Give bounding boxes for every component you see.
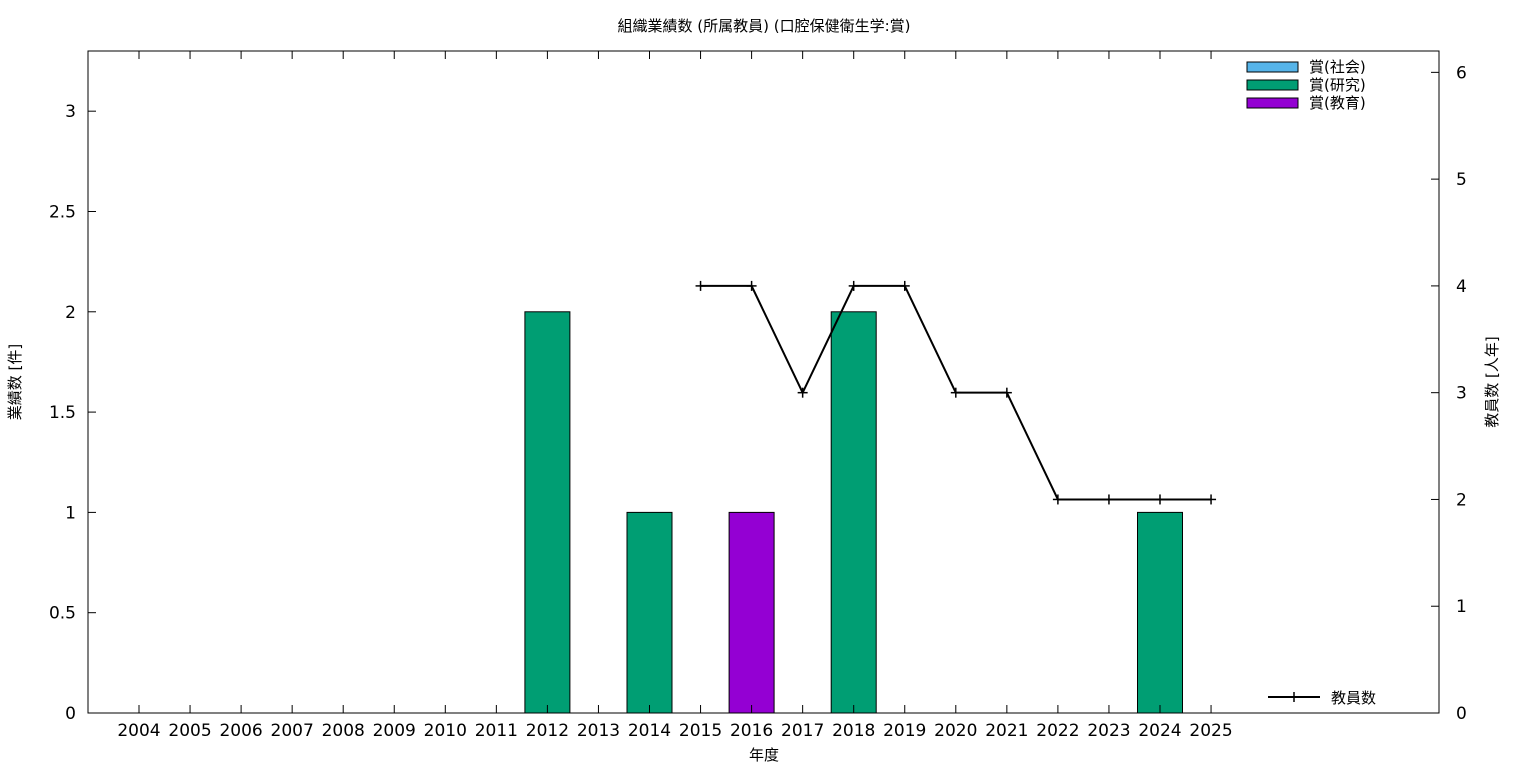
teacher-count-point-2024 xyxy=(1155,494,1165,505)
y2-tick-label: 3 xyxy=(1456,384,1467,404)
teacher-count-point-2015 xyxy=(695,280,706,291)
x-tick-label: 2010 xyxy=(424,721,467,741)
y-tick-label: 3 xyxy=(65,102,76,122)
x-tick-label: 2005 xyxy=(168,721,211,741)
x-tick-label: 2013 xyxy=(577,721,620,741)
y-tick-label: 1.5 xyxy=(49,403,76,423)
x-tick-label: 2020 xyxy=(934,721,977,741)
ticks-layer: 0 0.5 1 1.5 2 2.5 3 0 1 2 3 4 5 6 2004 2005 2006 2007 2008… xyxy=(49,51,1467,741)
legend-label-2: 賞(教育) xyxy=(1309,94,1366,112)
y-tick-label: 2 xyxy=(65,303,76,323)
bar-2012-series-1 xyxy=(524,311,571,714)
y2-tick-label: 2 xyxy=(1456,490,1467,510)
legend-line-label: 教員数 xyxy=(1331,689,1376,707)
x-tick-label: 2004 xyxy=(117,721,160,741)
y-tick-label: 0.5 xyxy=(49,604,76,624)
x-tick-label: 2018 xyxy=(832,721,875,741)
x-tick-label: 2006 xyxy=(219,721,262,741)
bar-2016-series-2 xyxy=(728,511,775,714)
x-tick-label: 2009 xyxy=(373,721,416,741)
y-tick-label: 1 xyxy=(65,503,76,523)
chart-title: 組織業績数 (所属教員) (口腔保健衛生学:賞) xyxy=(618,17,911,35)
teacher-count-line-layer xyxy=(695,280,1217,505)
teacher-count-point-2020 xyxy=(950,387,961,398)
x-tick-label: 2008 xyxy=(322,721,365,741)
x-tick-label: 2023 xyxy=(1087,721,1130,741)
bar-2014-series-1 xyxy=(626,511,673,714)
x-tick-label: 2024 xyxy=(1138,721,1181,741)
x-tick-label: 2014 xyxy=(628,721,671,741)
y-tick-label: 2.5 xyxy=(49,202,76,222)
teacher-count-point-2025 xyxy=(1206,494,1217,505)
legend-label-0: 賞(社会) xyxy=(1309,58,1366,76)
x-tick-label: 2011 xyxy=(475,721,518,741)
bar-2024-series-1 xyxy=(1137,511,1183,714)
teacher-count-point-2016 xyxy=(746,280,757,291)
y2-tick-label: 1 xyxy=(1456,597,1467,617)
legend: 賞(社会)賞(研究)賞(教育) 教員数 xyxy=(1246,58,1376,707)
bars-layer xyxy=(524,311,1183,714)
y2-tick-label: 0 xyxy=(1456,704,1467,724)
y2-tick-label: 4 xyxy=(1456,277,1467,297)
y-axis-title: 業績数 [件] xyxy=(6,344,24,420)
y2-axis-title: 教員数 [人年] xyxy=(1483,336,1501,427)
x-tick-label: 2015 xyxy=(679,721,722,741)
x-tick-label: 2012 xyxy=(526,721,569,741)
y2-tick-label: 5 xyxy=(1456,170,1467,190)
teacher-count-point-2018 xyxy=(848,280,859,291)
teacher-count-point-2023 xyxy=(1103,494,1114,505)
bar-2018-series-1 xyxy=(830,311,877,714)
x-tick-label: 2021 xyxy=(985,721,1028,741)
teacher-count-point-2017 xyxy=(797,387,808,398)
x-tick-label: 2025 xyxy=(1189,721,1232,741)
legend-swatch-0 xyxy=(1246,61,1299,73)
y2-tick-label: 6 xyxy=(1456,63,1467,83)
x-tick-label: 2019 xyxy=(883,721,926,741)
teacher-count-point-2022 xyxy=(1052,494,1063,505)
y-tick-label: 0 xyxy=(65,704,76,724)
legend-swatch-1 xyxy=(1246,79,1299,91)
x-axis-title: 年度 xyxy=(749,746,779,764)
x-tick-label: 2022 xyxy=(1036,721,1079,741)
x-tick-label: 2017 xyxy=(781,721,824,741)
plot-frame xyxy=(87,50,1440,714)
x-tick-label: 2016 xyxy=(730,721,773,741)
legend-swatch-2 xyxy=(1246,97,1299,109)
legend-label-1: 賞(研究) xyxy=(1309,76,1366,94)
teacher-count-point-2019 xyxy=(899,280,910,291)
teacher-count-point-2021 xyxy=(1001,387,1012,398)
x-tick-label: 2007 xyxy=(271,721,314,741)
